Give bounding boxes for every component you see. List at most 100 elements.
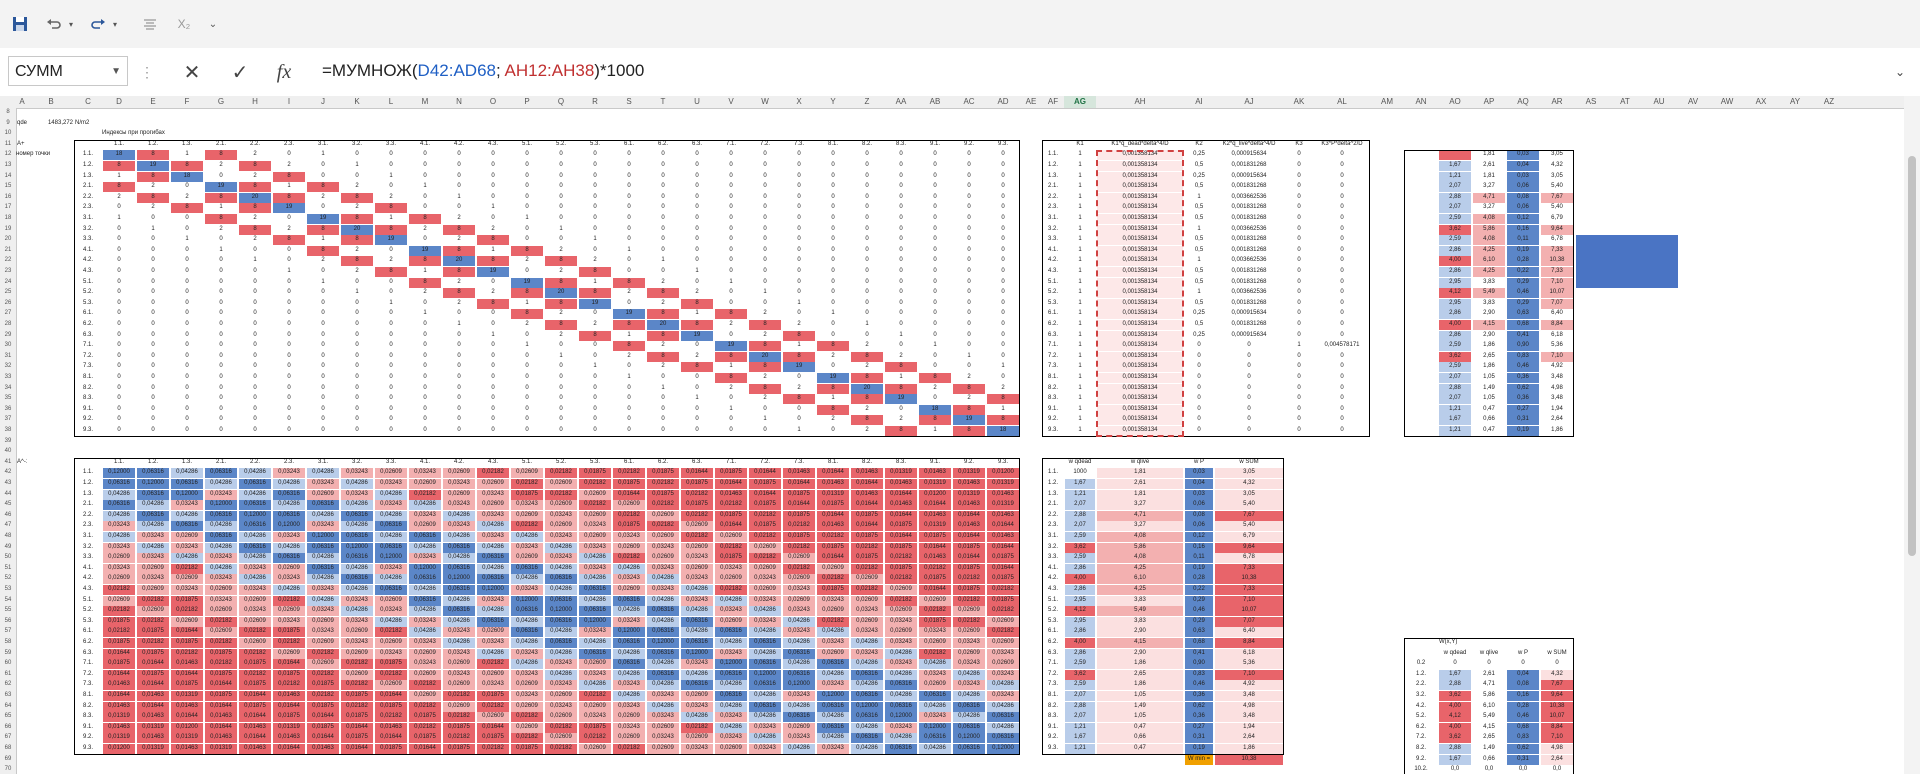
matrix-cell[interactable]: 8 — [851, 373, 883, 383]
matrix-cell[interactable]: 0 — [899, 151, 903, 158]
matrix-cell[interactable]: 0 — [967, 321, 971, 327]
matrix-cell[interactable]: 8 — [443, 224, 475, 235]
matrix-cell[interactable]: 1 — [1001, 363, 1005, 370]
inverse-cell[interactable]: 0,01644 — [715, 521, 747, 532]
matrix-col-header[interactable]: 3.3. — [385, 140, 396, 147]
matrix-cell[interactable]: 0 — [865, 236, 869, 243]
matrix-cell[interactable]: 8 — [885, 362, 917, 373]
matrix-cell[interactable]: 0 — [287, 246, 291, 253]
matrix-cell[interactable]: 0 — [865, 299, 869, 306]
matrix-cell[interactable]: 8 — [443, 267, 475, 277]
row-header[interactable]: 59 — [4, 649, 12, 656]
matrix-cell[interactable]: 2 — [627, 289, 631, 296]
matrix-cell[interactable]: 2 — [865, 363, 869, 370]
matrix-cell[interactable]: 2 — [219, 225, 223, 232]
inverse-cell[interactable]: 0,01875 — [749, 521, 781, 532]
matrix-cell[interactable]: 0 — [933, 215, 937, 221]
row-header[interactable]: 57 — [4, 628, 12, 635]
matrix-cell[interactable]: 0 — [967, 183, 971, 190]
matrix-cell[interactable]: 2 — [661, 278, 665, 285]
matrix-cell[interactable]: 0 — [797, 215, 801, 221]
matrix-cell[interactable]: 0 — [185, 183, 189, 190]
matrix-cell[interactable]: 8 — [375, 224, 407, 235]
inverse-cell[interactable]: 0,04286 — [205, 521, 237, 532]
matrix-cell[interactable]: 2 — [389, 257, 393, 264]
matrix-cell[interactable]: 0 — [831, 162, 835, 168]
matrix-cell[interactable]: 0 — [559, 342, 563, 349]
matrix-cell[interactable]: 1 — [933, 342, 937, 349]
matrix-cell[interactable]: 8 — [137, 171, 169, 182]
inverse-cell[interactable]: 0,12000 — [273, 521, 305, 532]
matrix-cell[interactable]: 8 — [647, 309, 679, 320]
matrix-cell[interactable]: 2 — [525, 321, 529, 327]
matrix-cell[interactable]: 2 — [559, 310, 563, 317]
matrix-cell[interactable]: 0 — [219, 405, 223, 412]
inverse-cell[interactable]: 0,03243 — [545, 532, 577, 542]
matrix-cell[interactable]: 2 — [831, 416, 835, 423]
matrix-cell[interactable]: 0 — [287, 416, 291, 423]
matrix-cell[interactable]: 0 — [627, 405, 631, 412]
matrix-row-header[interactable]: 9.3. — [82, 427, 93, 433]
inverse-cell[interactable]: 0,02182 — [613, 468, 645, 479]
matrix-cell[interactable]: 0 — [831, 363, 835, 370]
matrix-cell[interactable]: 0 — [219, 236, 223, 243]
inverse-cell[interactable]: 0,02182 — [681, 510, 713, 521]
row-header[interactable]: 27 — [4, 310, 12, 317]
inverse-cell[interactable]: 0,02609 — [545, 521, 577, 532]
matrix-row-header[interactable]: 3.2. — [82, 225, 93, 232]
matrix-cell[interactable]: 0 — [593, 183, 597, 190]
matrix-cell[interactable]: 0 — [491, 416, 495, 423]
matrix-cell[interactable]: 0 — [559, 193, 563, 200]
name-box[interactable]: СУММ ▼ — [8, 56, 128, 86]
matrix-cell[interactable]: 2 — [797, 321, 801, 327]
inverse-cell[interactable]: 0,03243 — [341, 468, 373, 479]
inverse-cell[interactable]: 0,03243 — [579, 542, 611, 553]
matrix-cell[interactable]: 0 — [151, 352, 155, 359]
matrix-cell[interactable]: 0 — [389, 374, 393, 380]
matrix-cell[interactable]: 1 — [695, 268, 699, 274]
row-header[interactable]: 15 — [4, 183, 12, 190]
matrix-cell[interactable]: 0 — [185, 278, 189, 285]
matrix-cell[interactable]: 0 — [797, 289, 801, 296]
matrix-cell[interactable]: 0 — [695, 278, 699, 285]
matrix-cell[interactable]: 2 — [865, 427, 869, 433]
matrix-cell[interactable]: 1 — [423, 310, 427, 317]
matrix-cell[interactable]: 0 — [253, 427, 257, 433]
matrix-cell[interactable]: 0 — [559, 204, 563, 211]
inverse-col-header[interactable]: 8.1. — [827, 458, 838, 465]
matrix-row-header[interactable]: 6.1. — [82, 310, 93, 317]
matrix-cell[interactable]: 0 — [1001, 257, 1005, 264]
inverse-cell[interactable]: 0,04286 — [137, 521, 169, 532]
inverse-cell[interactable]: 0,02182 — [783, 521, 815, 532]
matrix-cell[interactable]: 8 — [851, 351, 883, 362]
matrix-cell[interactable]: 0 — [321, 331, 325, 338]
matrix-cell[interactable]: 0 — [729, 172, 733, 179]
matrix-cell[interactable]: 2 — [287, 225, 291, 232]
matrix-col-header[interactable]: 2.1. — [215, 140, 226, 147]
matrix-cell[interactable]: 0 — [627, 363, 631, 370]
inverse-cell[interactable]: 0,02182 — [579, 479, 611, 489]
inverse-cell[interactable]: 0,04286 — [273, 542, 305, 553]
matrix-cell[interactable]: 1 — [559, 225, 563, 232]
matrix-cell[interactable]: 8 — [681, 320, 713, 330]
matrix-cell[interactable]: 0 — [593, 172, 597, 179]
row-header[interactable]: 55 — [4, 607, 12, 614]
inverse-cell[interactable]: 0,03243 — [443, 500, 475, 511]
inverse-col-header[interactable]: 2.3. — [283, 458, 294, 465]
matrix-cell[interactable]: 0 — [729, 151, 733, 158]
matrix-col-header[interactable]: 6.2. — [657, 140, 668, 147]
matrix-row-header[interactable]: 6.3. — [82, 331, 93, 338]
matrix-cell[interactable]: 1 — [967, 352, 971, 359]
column-header[interactable]: L — [388, 97, 394, 106]
inverse-cell[interactable]: 0,01644 — [953, 532, 985, 542]
matrix-cell[interactable]: 0 — [695, 183, 699, 190]
matrix-cell[interactable]: 8 — [783, 394, 815, 405]
inverse-cell[interactable]: 0,02609 — [715, 532, 747, 542]
matrix-cell[interactable]: 0 — [763, 427, 767, 433]
matrix-row-header[interactable]: 5.2. — [82, 289, 93, 296]
row-header[interactable]: 36 — [4, 405, 12, 412]
matrix-cell[interactable]: 0 — [763, 151, 767, 158]
matrix-cell[interactable]: 0 — [219, 342, 223, 349]
matrix-cell[interactable]: 0 — [423, 416, 427, 423]
matrix-cell[interactable]: 8 — [613, 277, 645, 288]
